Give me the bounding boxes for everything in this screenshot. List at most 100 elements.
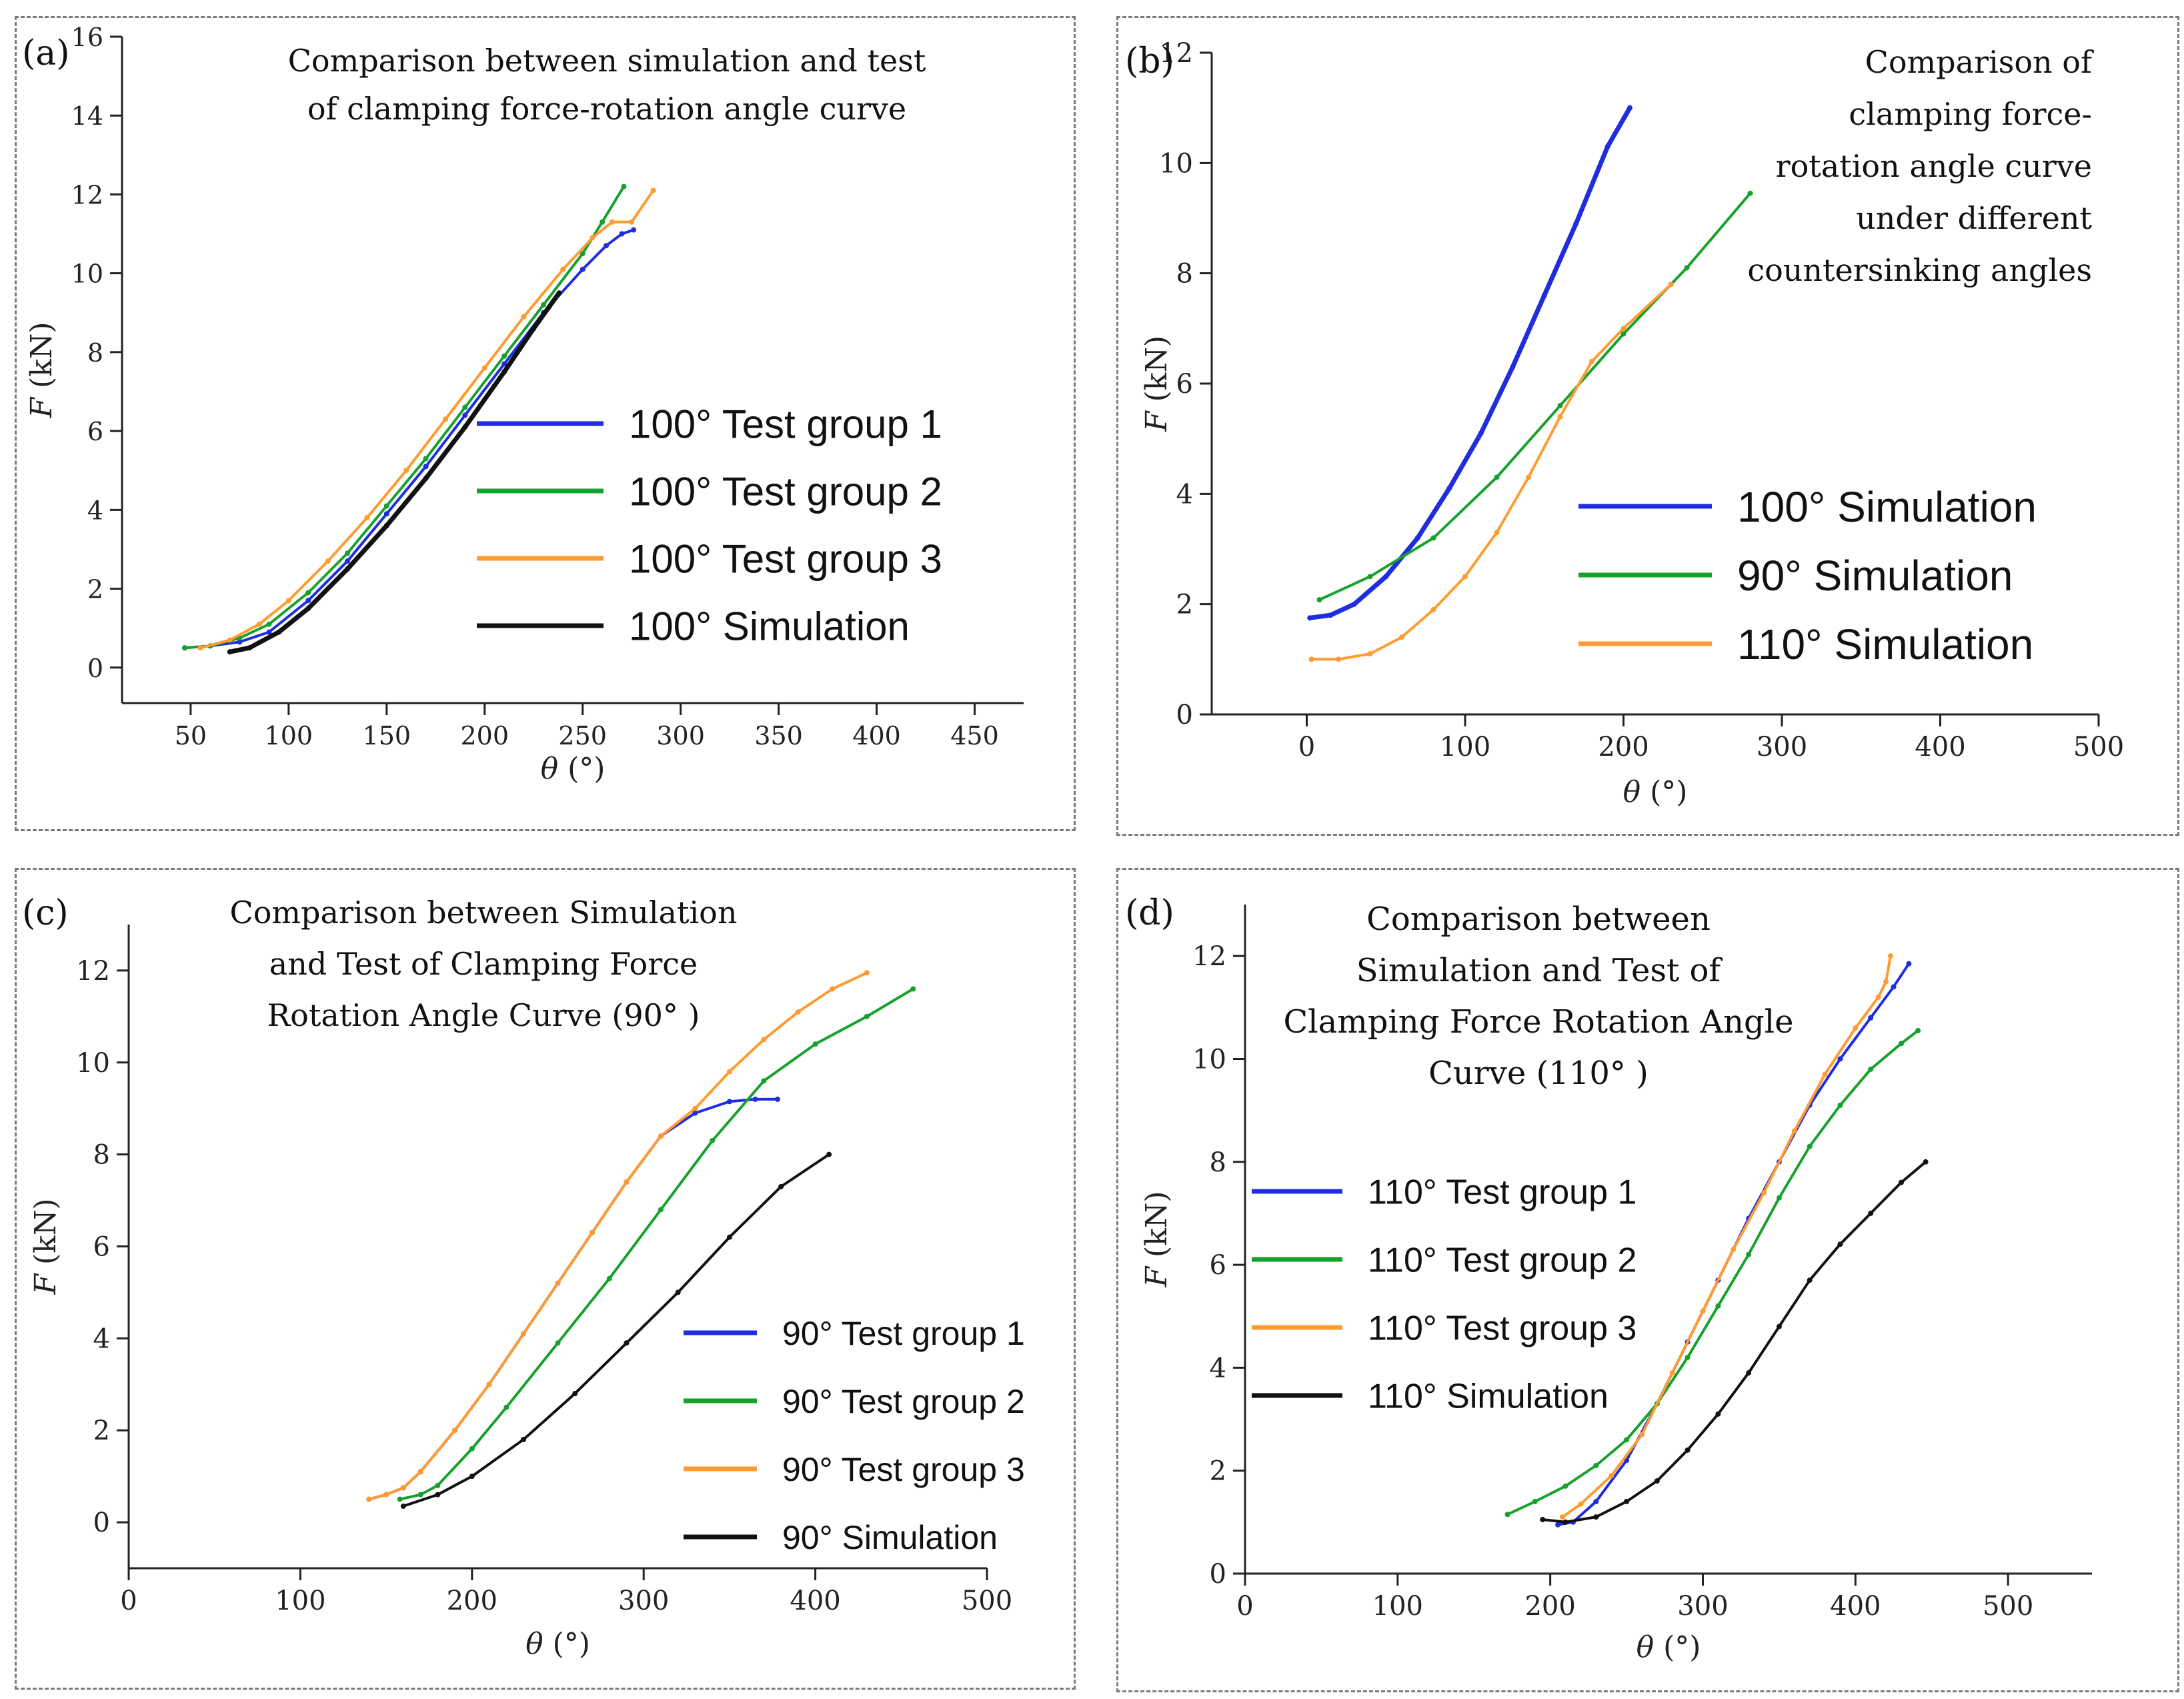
x-tick-label: 200 (460, 721, 509, 750)
data-point (1776, 1323, 1782, 1329)
data-point (761, 1037, 767, 1043)
y-tick-label: 0 (1176, 700, 1193, 730)
data-point (1761, 1190, 1767, 1196)
data-point (1478, 430, 1484, 436)
data-point (1383, 574, 1389, 580)
y-tick-label: 8 (93, 1140, 110, 1171)
y-tick-label: 10 (71, 259, 103, 289)
series-line (401, 1153, 831, 1508)
data-point (1557, 414, 1563, 420)
x-axis-variable: θ (1636, 1630, 1655, 1664)
legend-label: 110° Simulation (1737, 620, 2033, 668)
data-point (864, 970, 870, 976)
data-point (572, 1391, 578, 1397)
data-point (383, 503, 389, 509)
x-axis-variable: θ (1623, 775, 1641, 809)
x-tick-label: 100 (1372, 1591, 1423, 1622)
data-point (1746, 1251, 1752, 1257)
data-point (624, 1340, 630, 1346)
y-tick-label: 4 (93, 1323, 110, 1354)
y-tick-label: 10 (76, 1048, 110, 1079)
data-point (1898, 1041, 1904, 1047)
x-tick-label: 0 (1236, 1591, 1253, 1622)
data-point (826, 1151, 832, 1157)
data-point (1837, 1241, 1843, 1247)
data-point (1807, 1143, 1813, 1149)
data-point (383, 1492, 389, 1498)
legend-label: 100° Test group 2 (629, 470, 942, 514)
data-point (590, 235, 596, 241)
data-point (521, 1437, 527, 1442)
x-tick-label: 100 (275, 1586, 325, 1616)
data-point (1627, 105, 1632, 111)
data-point (910, 986, 916, 992)
data-point (1573, 221, 1579, 227)
data-point (1915, 1028, 1921, 1034)
data-point (555, 1280, 561, 1286)
data-point (1875, 994, 1881, 1000)
data-point (629, 219, 635, 225)
data-point (1316, 597, 1322, 603)
x-tick-label: 300 (656, 721, 705, 750)
data-point (423, 476, 429, 482)
x-axis-label: θ (°) (541, 752, 606, 786)
data-point (1593, 1462, 1599, 1468)
data-point (1776, 1195, 1782, 1201)
data-point (1562, 1519, 1568, 1525)
x-axis-unit: (°) (1641, 775, 1687, 809)
series-line (1541, 1160, 1927, 1524)
x-tick-label: 200 (447, 1586, 497, 1616)
y-tick-label: 8 (87, 338, 103, 368)
data-point (501, 353, 507, 359)
data-point (469, 1446, 475, 1452)
data-point (1414, 535, 1420, 541)
data-point (621, 183, 627, 189)
data-point (619, 231, 625, 237)
panel-a: 50 100 150 200 250 300 350 400 450 0 2 4 6 8 10 12 14 16 θ… (15, 16, 1076, 831)
data-point (325, 558, 331, 564)
data-point (256, 621, 262, 627)
x-tick-label: 200 (1524, 1591, 1575, 1622)
y-tick-label: 12 (76, 956, 110, 987)
data-point (1593, 1514, 1599, 1520)
legend-label: 100° Test group 3 (629, 537, 942, 582)
series-line (1561, 955, 1892, 1519)
data-point (1367, 651, 1373, 657)
data-point (462, 412, 468, 418)
data-point (182, 645, 188, 651)
chart-title-line: Clamping Force Rotation Angle (1284, 1003, 1794, 1041)
data-point (1336, 656, 1341, 662)
x-tick-label: 450 (950, 721, 999, 750)
chart-title-line: Comparison between (1366, 901, 1711, 938)
data-point (197, 645, 203, 651)
chart-title-line: Curve (110° ) (1428, 1055, 1649, 1092)
data-point (1589, 358, 1594, 364)
data-point (1367, 574, 1373, 580)
data-point (606, 1275, 612, 1281)
data-point (631, 227, 637, 233)
series-line (1310, 283, 1673, 661)
data-point (1685, 1447, 1691, 1453)
data-point (1715, 1303, 1721, 1309)
x-tick-label: 300 (618, 1586, 669, 1616)
data-point (305, 598, 311, 604)
y-tick-label: 8 (1176, 259, 1193, 290)
data-point (276, 629, 282, 635)
data-point (864, 1013, 870, 1019)
data-point (1462, 574, 1468, 580)
chart-c: 0 100 200 300 400 500 0 2 4 6 8 10 12 θ (°) F (kN) (c) C… (22, 893, 1025, 1661)
data-point (609, 219, 615, 225)
series-line (1318, 191, 1752, 602)
y-tick-label: 4 (1210, 1353, 1226, 1383)
data-point (1669, 1370, 1675, 1376)
y-tick-label: 4 (1176, 479, 1193, 510)
data-point (501, 369, 507, 375)
chart-title-line: countersinking angles (1747, 252, 2092, 288)
chart-d: 0 100 200 300 400 500 0 2 4 6 8 10 12 θ (°) F (kN) (d) C… (1125, 893, 2092, 1664)
legend-label: 100° Simulation (1737, 483, 2037, 531)
data-point (795, 1009, 801, 1015)
chart-title-line: and Test of Clamping Force (269, 946, 698, 982)
data-point (400, 1485, 406, 1491)
y-axis-unit: (kN) (1140, 336, 1174, 411)
data-point (1883, 979, 1889, 985)
